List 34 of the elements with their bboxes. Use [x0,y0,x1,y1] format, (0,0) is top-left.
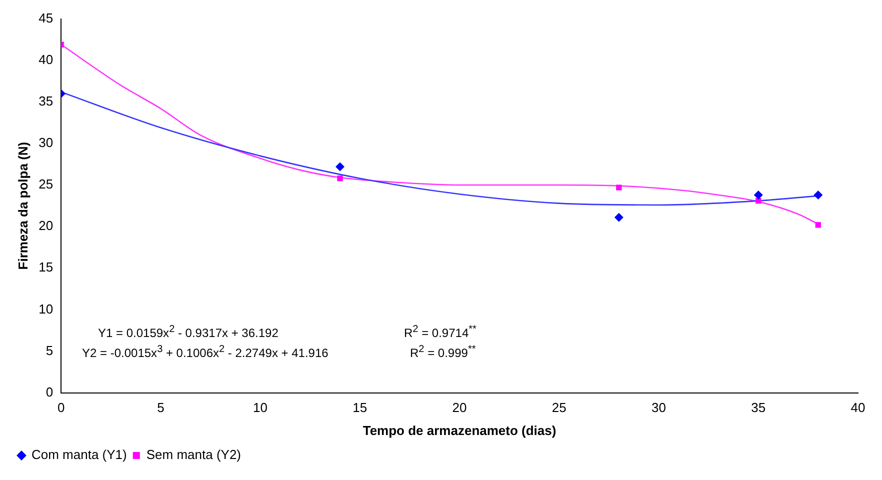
x-axis-title: Tempo de armazenameto (dias) [362,422,556,438]
x-tick-label: 40 [850,400,866,416]
x-tick-label: 5 [157,400,164,416]
y-tick-label: 10 [38,301,54,316]
x-tick-label: 30 [652,400,666,416]
y-tick-label: 15 [38,260,54,275]
x-tick-label: 20 [452,400,467,416]
y-tick-label: 30 [38,135,54,150]
annotation: R$^{2}$ = 0.9714$^{**}$ [404,324,476,340]
point [614,212,624,222]
x-tick-label: 15 [352,400,368,416]
legend-label: Sem manta (Y2) [146,447,242,462]
point [616,184,622,190]
point [815,222,821,228]
point [337,176,343,182]
y-tick-label: 5 [46,342,54,358]
x-tick-label: 35 [751,400,766,416]
point [335,162,344,172]
point [754,190,763,200]
y-tick-label: 20 [38,218,54,234]
y-tick-label: 35 [38,93,54,108]
annotation: Y2 = -0.0015x$^{3}$ + 0.1006x$^{2}$ - 2.2749x + 41.916 [82,344,328,360]
y-tick-label: 45 [38,10,54,26]
legend-label: Com manta (Y1) [32,447,127,462]
y-tick-label: 25 [38,176,54,192]
y-tick-label: 0 [46,384,54,400]
annotation: R$^{2}$ = 0.999$^{**}$ [410,344,476,360]
annotation: Y1 = 0.0159x$^{2}$ - 0.9317x + 36.192 [98,324,278,340]
y-axis-title: Firmeza da polpa (N) [15,142,30,270]
x-tick-label: 10 [253,400,268,416]
x-tick-label: 0 [57,400,65,416]
point [814,190,823,200]
x-tick-label: 25 [552,400,566,416]
y-tick-label: 40 [38,52,54,67]
